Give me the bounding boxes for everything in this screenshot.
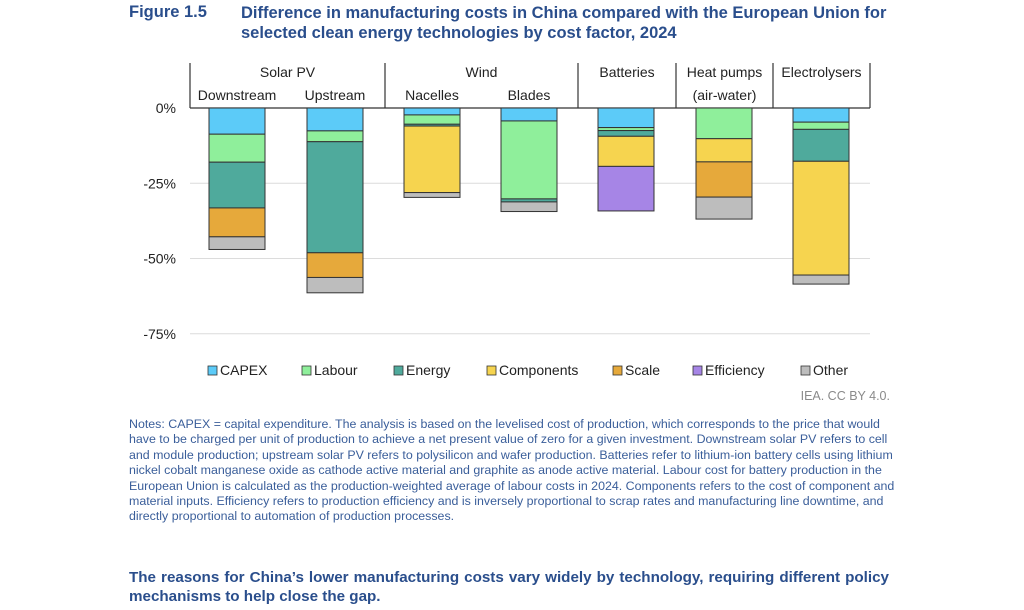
category-label: Blades bbox=[508, 87, 551, 103]
legend-item: Energy bbox=[393, 362, 450, 378]
bar-segment-labour bbox=[306, 130, 364, 143]
legend-item: CAPEX bbox=[207, 362, 268, 378]
legend-swatch bbox=[612, 365, 623, 376]
bar-segment-labour bbox=[500, 120, 558, 200]
y-tick-label: -75% bbox=[143, 326, 176, 342]
bars bbox=[208, 107, 850, 294]
legend-swatch bbox=[486, 365, 497, 376]
bar-stack bbox=[403, 107, 461, 198]
bar-segment-capex bbox=[403, 107, 461, 116]
legend-item: Components bbox=[486, 362, 578, 378]
legend-item: Efficiency bbox=[692, 362, 765, 378]
y-axis: 0% -25% -50% -75% bbox=[143, 100, 176, 342]
category-header: Solar PV Downstream Upstream Wind Nacelles Bl… bbox=[189, 63, 871, 109]
legend-swatch bbox=[301, 365, 312, 376]
legend-label: Energy bbox=[406, 362, 450, 378]
category-label: Upstream bbox=[305, 87, 366, 103]
group-label: Heat pumps bbox=[687, 64, 762, 80]
bar-segment-scale bbox=[306, 252, 364, 278]
legend-label: Other bbox=[813, 362, 848, 378]
legend-item: Labour bbox=[301, 362, 358, 378]
bar-segment-components bbox=[792, 160, 850, 276]
bar-stack bbox=[695, 107, 753, 220]
bar-segment-efficiency bbox=[597, 165, 655, 212]
bar-segment-energy bbox=[306, 141, 364, 254]
bar-segment-other bbox=[500, 201, 558, 213]
bar-segment-capex bbox=[306, 107, 364, 132]
bar-segment-other bbox=[306, 276, 364, 294]
y-tick-label: 0% bbox=[156, 100, 176, 116]
group-label: Wind bbox=[466, 64, 498, 80]
legend-swatch bbox=[207, 365, 218, 376]
bar-segment-components bbox=[597, 135, 655, 167]
notes-text: Notes: CAPEX = capital expenditure. The … bbox=[129, 417, 895, 524]
legend-label: Labour bbox=[314, 362, 358, 378]
credit-text: IEA. CC BY 4.0. bbox=[800, 389, 890, 403]
legend-item: Scale bbox=[612, 362, 660, 378]
bar-stack bbox=[306, 107, 364, 294]
legend: CAPEX Labour Energy Components Scale Efficien… bbox=[207, 362, 848, 378]
bar-stack bbox=[792, 107, 850, 285]
bar-segment-labour bbox=[792, 121, 850, 130]
group-label: Electrolysers bbox=[781, 64, 861, 80]
takeaway-text: The reasons for China’s lower manufactur… bbox=[129, 569, 889, 605]
legend-swatch bbox=[393, 365, 404, 376]
bar-segment-labour bbox=[403, 114, 461, 125]
group-label: Batteries bbox=[599, 64, 654, 80]
figure-label: Figure 1.5 bbox=[129, 3, 207, 21]
bar-segment-other bbox=[695, 196, 753, 220]
category-label: Downstream bbox=[198, 87, 277, 103]
y-tick-label: -25% bbox=[143, 175, 176, 191]
y-tick-label: -50% bbox=[143, 251, 176, 267]
bar-segment-labour bbox=[208, 133, 266, 163]
bar-segment-capex bbox=[792, 107, 850, 123]
bar-segment-scale bbox=[208, 207, 266, 238]
bar-segment-energy bbox=[597, 130, 655, 137]
bar-segment-components bbox=[695, 138, 753, 163]
bar-segment-labour bbox=[695, 107, 753, 140]
bar-segment-other bbox=[792, 274, 850, 285]
legend-label: Components bbox=[499, 362, 578, 378]
group-sublabel: (air-water) bbox=[693, 87, 757, 103]
bar-segment-energy bbox=[208, 161, 266, 209]
bar-stack bbox=[500, 107, 558, 213]
bar-segment-capex bbox=[500, 107, 558, 122]
bar-segment-other bbox=[208, 236, 266, 250]
legend-swatch bbox=[800, 365, 811, 376]
bar-segment-capex bbox=[208, 107, 266, 135]
category-label: Nacelles bbox=[405, 87, 459, 103]
bar-segment-components bbox=[403, 125, 461, 194]
stacked-bar-chart: 0% -25% -50% -75% Solar PV Downstream Upstrea… bbox=[143, 63, 871, 378]
legend-label: Scale bbox=[625, 362, 660, 378]
group-label: Solar PV bbox=[260, 64, 316, 80]
bar-segment-other bbox=[403, 192, 461, 198]
bar-segment-scale bbox=[695, 161, 753, 198]
legend-item: Other bbox=[800, 362, 848, 378]
bar-segment-energy bbox=[792, 128, 850, 162]
figure-title: Difference in manufacturing costs in Chi… bbox=[241, 4, 887, 42]
bar-segment-capex bbox=[597, 107, 655, 129]
bar-stack bbox=[597, 107, 655, 212]
bar-stack bbox=[208, 107, 266, 250]
legend-label: Efficiency bbox=[705, 362, 765, 378]
legend-swatch bbox=[692, 365, 703, 376]
legend-label: CAPEX bbox=[220, 362, 268, 378]
